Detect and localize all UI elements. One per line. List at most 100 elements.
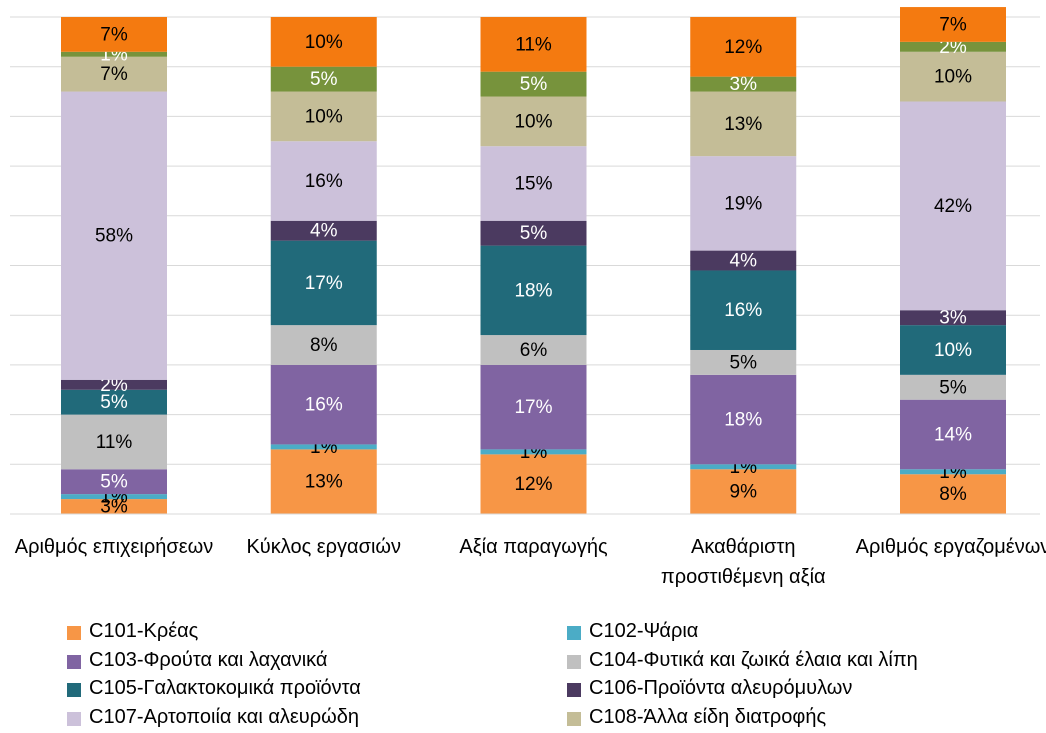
- data-label: 5%: [520, 223, 548, 244]
- bar-segment: [690, 17, 797, 77]
- data-label: 4%: [730, 251, 758, 272]
- data-label: 10%: [514, 111, 552, 132]
- data-label: 5%: [939, 377, 967, 398]
- data-label: 13%: [724, 114, 762, 135]
- data-label: 10%: [934, 67, 972, 88]
- data-label: 8%: [310, 335, 338, 356]
- x-tick-label: Ακαθάριστη προστιθέμενη αξία: [660, 536, 826, 588]
- bar-segment: [61, 494, 167, 500]
- data-label: 11%: [515, 34, 552, 55]
- data-label: 8%: [939, 484, 967, 505]
- bar-segment: [690, 469, 797, 514]
- legend-label: C106-Προϊόντα αλευρόμυλων: [589, 677, 853, 699]
- data-label: 17%: [514, 397, 552, 418]
- bar-segment: [690, 270, 797, 350]
- data-label: 3%: [100, 497, 128, 518]
- bar-segment: [480, 364, 587, 450]
- data-label: 12%: [514, 474, 552, 495]
- bar-segment: [690, 464, 797, 470]
- data-label: 2%: [939, 37, 967, 58]
- data-label: 16%: [305, 395, 343, 416]
- bar-segment: [61, 56, 167, 92]
- data-label: 10%: [934, 340, 972, 361]
- bar-segment: [480, 146, 587, 221]
- bar-segment: [61, 17, 167, 52]
- data-label: 3%: [730, 74, 758, 95]
- data-label: 7%: [100, 24, 128, 45]
- data-label: 4%: [310, 221, 338, 242]
- bar-segment: [480, 17, 587, 72]
- data-label: 16%: [305, 171, 343, 192]
- bar-segment: [690, 374, 797, 465]
- bar-segment: [61, 389, 167, 415]
- data-label: 10%: [305, 106, 343, 127]
- bar-segment: [270, 444, 377, 450]
- data-label: 19%: [724, 193, 762, 214]
- data-label: 5%: [730, 352, 758, 373]
- bar-segment: [690, 250, 797, 271]
- bar-segment: [61, 469, 167, 495]
- bar-segment: [270, 17, 377, 67]
- bar-segment: [61, 414, 167, 470]
- bar-segment: [61, 379, 167, 390]
- data-label: 9%: [730, 482, 758, 503]
- legend-swatch: [567, 711, 581, 726]
- data-label: 5%: [100, 472, 128, 493]
- data-label: 16%: [724, 300, 762, 321]
- bar-segment: [270, 364, 377, 445]
- bar-segment: [480, 449, 587, 455]
- bar-segment: [690, 76, 797, 92]
- bar-segment: [900, 310, 1006, 326]
- x-tick-label: Κύκλος εργασιών: [246, 536, 402, 558]
- bar-segment: [270, 325, 377, 365]
- data-label: 58%: [95, 226, 133, 247]
- bar-segment: [61, 51, 167, 57]
- data-label: 18%: [724, 410, 762, 431]
- bar-segment: [900, 41, 1006, 52]
- data-label: 10%: [305, 32, 343, 53]
- bar-segment: [690, 349, 797, 375]
- data-label: 7%: [100, 64, 128, 85]
- data-label: 11%: [96, 432, 133, 453]
- bar-segment: [270, 66, 377, 92]
- data-label: 42%: [934, 196, 972, 217]
- data-label: 3%: [939, 308, 967, 329]
- bar-segment: [480, 71, 587, 97]
- bar-segment: [690, 156, 797, 251]
- data-label: 12%: [724, 37, 762, 58]
- bar-segment: [690, 91, 797, 157]
- data-label: 5%: [520, 74, 548, 95]
- legend-label: C102-Ψάρια: [589, 620, 699, 642]
- legend-label: C104-Φυτικά και ζωικά έλαια και λίπη: [589, 648, 918, 671]
- legend-swatch: [567, 654, 581, 669]
- bar-segment: [480, 335, 587, 365]
- legend-label: C103-Φρούτα και λαχανικά: [89, 648, 328, 671]
- data-label: 14%: [934, 424, 972, 445]
- data-label: 13%: [305, 472, 343, 493]
- bar-segment: [270, 449, 377, 514]
- x-tick-label: Αριθμός εργαζομένων: [855, 536, 1046, 558]
- data-label: 7%: [939, 14, 967, 35]
- bar-segment: [900, 51, 1006, 102]
- data-label: 17%: [305, 273, 343, 294]
- bar-segment: [900, 325, 1006, 375]
- legend-swatch: [67, 654, 81, 669]
- bar-segment: [270, 91, 377, 142]
- bar-segment: [480, 454, 587, 514]
- data-label: 2%: [100, 375, 128, 396]
- data-label: 18%: [514, 280, 552, 301]
- bar-segment: [480, 220, 587, 246]
- bar-segment: [61, 499, 167, 514]
- bar-segment: [270, 141, 377, 221]
- legend-label: C107-Αρτοποιία και αλευρώδη: [89, 705, 359, 728]
- data-label: 5%: [310, 69, 338, 90]
- bar-segment: [900, 374, 1006, 400]
- legend-swatch: [67, 683, 81, 697]
- legend-label: C101-Κρέας: [89, 620, 199, 642]
- data-label: 6%: [520, 340, 548, 361]
- bar-segment: [270, 220, 377, 241]
- bar-segment: [900, 474, 1006, 514]
- data-label: 15%: [514, 174, 552, 195]
